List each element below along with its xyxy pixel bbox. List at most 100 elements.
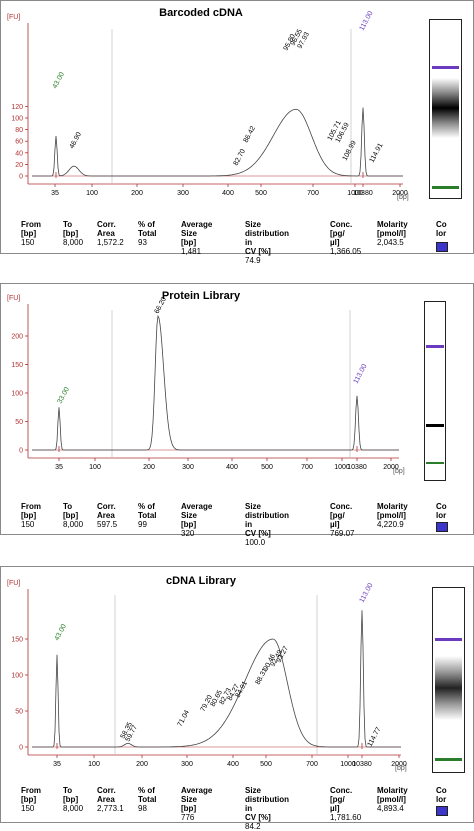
- panel-title: cDNA Library: [166, 575, 236, 587]
- x-tick-label: 400: [227, 761, 239, 768]
- x-tick-label: 100: [86, 190, 98, 197]
- cell-cv: 84.2: [245, 822, 261, 831]
- upper-marker-band: [435, 638, 462, 641]
- sample-smear: [432, 78, 459, 138]
- header-molarity: Molarity [pmol/l]: [377, 786, 408, 804]
- header-color: Co lor: [436, 786, 447, 804]
- x-tick-label: 400: [222, 190, 234, 197]
- header-cv: Size distribution in CV [%]: [245, 502, 289, 538]
- peak-label: 114.77: [367, 726, 383, 748]
- y-tick-label: 100: [11, 673, 23, 680]
- y-tick-label: 60: [15, 139, 23, 146]
- header-cv: Size distribution in CV [%]: [245, 220, 289, 256]
- panel-title: Barcoded cDNA: [159, 7, 243, 19]
- peak-label: 84.91: [235, 680, 249, 699]
- lower-marker-band: [432, 186, 459, 189]
- sample-band: [426, 424, 444, 427]
- x-tick-label: 300: [182, 464, 194, 471]
- panel-protein-library: Protein Library [FU] [bp] 0 50 100 150 200 35 10…: [0, 283, 474, 547]
- y-tick-label: 50: [15, 709, 23, 716]
- y-tick-label: 100: [11, 116, 23, 123]
- y-axis-label: [FU]: [7, 295, 20, 302]
- cell-cv: 74.9: [245, 256, 261, 265]
- x-tick-label: 200: [136, 761, 148, 768]
- y-tick-label: 50: [15, 419, 23, 426]
- x-tick-label: 10380: [353, 190, 373, 197]
- x-tick-label: 700: [306, 761, 318, 768]
- x-tick-label: 200: [143, 464, 155, 471]
- header-color: Co lor: [436, 220, 447, 238]
- x-tick-label: 200: [131, 190, 143, 197]
- x-axis-label: [bp]: [395, 765, 407, 772]
- header-from: From [bp]: [21, 502, 41, 520]
- color-swatch: [436, 242, 448, 252]
- header-avg-size: Average Size [bp]: [181, 786, 213, 813]
- header-to: To [bp]: [63, 220, 79, 238]
- electropherogram-trace: [32, 610, 401, 748]
- cell-conc: 1,366.05: [330, 247, 362, 256]
- header-conc: Conc. [pg/µl]: [330, 786, 353, 813]
- y-tick-label: 0: [19, 174, 23, 181]
- cell-to: 8,000: [63, 804, 84, 813]
- header-pct-total: % of Total: [138, 220, 157, 238]
- header-avg-size: Average Size [bp]: [181, 502, 213, 529]
- x-tick-label: 35: [53, 761, 61, 768]
- x-tick-label: 10380: [347, 464, 367, 471]
- peak-label: 113.00: [359, 10, 375, 32]
- color-swatch: [436, 806, 448, 816]
- cell-conc: 1,781.60: [330, 813, 362, 822]
- x-tick-label: 300: [181, 761, 193, 768]
- cell-molarity: 4,220.9: [377, 520, 404, 529]
- x-axis-label: [bp]: [397, 194, 409, 201]
- header-color: Co lor: [436, 502, 447, 520]
- peak-label: 108.99: [342, 140, 358, 162]
- x-tick-label: 1000: [334, 464, 350, 471]
- x-tick-label: 2000: [383, 464, 399, 471]
- header-to: To [bp]: [63, 786, 79, 804]
- cell-from: 150: [21, 804, 35, 813]
- peak-label: 113.00: [359, 582, 375, 604]
- peak-label: 33.00: [57, 386, 71, 405]
- cell-corr-area: 597.5: [97, 520, 118, 529]
- x-tick-label: 35: [51, 190, 59, 197]
- header-from: From [bp]: [21, 220, 41, 238]
- peak-label: 71.04: [177, 709, 191, 728]
- x-tick-label: 2000: [392, 190, 408, 197]
- x-tick-label: 400: [226, 464, 238, 471]
- header-avg-size: Average Size [bp]: [181, 220, 213, 247]
- header-conc: Conc. [pg/µl]: [330, 502, 353, 529]
- y-tick-label: 150: [11, 637, 23, 644]
- sample-smear: [435, 656, 462, 720]
- header-molarity: Molarity [pmol/l]: [377, 220, 408, 238]
- panel-title: Protein Library: [161, 290, 241, 302]
- electropherogram-trace: [32, 107, 403, 177]
- y-tick-label: 80: [15, 127, 23, 134]
- peak-label: 86.42: [243, 125, 257, 144]
- lower-marker-band: [435, 758, 462, 761]
- electropherogram-chart: [FU] [bp] 0 20 40 60 80 100 120 35 100 200 300 400 500…: [7, 10, 409, 201]
- peak-label: 43.00: [54, 623, 68, 642]
- cell-molarity: 4,893.4: [377, 804, 404, 813]
- peak-label: 66.20: [154, 296, 168, 315]
- electropherogram-chart: [FU] [bp] 0 50 100 150 35 100 200 300 400 500 700 100…: [7, 580, 407, 772]
- peak-label: 82.70: [233, 148, 247, 167]
- gel-lane: [424, 301, 446, 481]
- y-tick-label: 20: [15, 162, 23, 169]
- peak-label: 46.90: [69, 131, 83, 150]
- upper-marker-band: [426, 345, 444, 348]
- header-to: To [bp]: [63, 502, 79, 520]
- header-corr-area: Corr. Area: [97, 786, 116, 804]
- cell-corr-area: 1,572.2: [97, 238, 124, 247]
- cell-avg-size: 320: [181, 529, 195, 538]
- x-tick-label: 500: [261, 464, 273, 471]
- cell-from: 150: [21, 238, 35, 247]
- cell-avg-size: 1,481: [181, 247, 202, 256]
- cell-pct-total: 93: [138, 238, 147, 247]
- cell-avg-size: 776: [181, 813, 195, 822]
- y-tick-label: 40: [15, 150, 23, 157]
- header-molarity: Molarity [pmol/l]: [377, 502, 408, 520]
- cell-from: 150: [21, 520, 35, 529]
- cell-pct-total: 98: [138, 804, 147, 813]
- x-tick-label: 500: [255, 190, 267, 197]
- header-corr-area: Corr. Area: [97, 220, 116, 238]
